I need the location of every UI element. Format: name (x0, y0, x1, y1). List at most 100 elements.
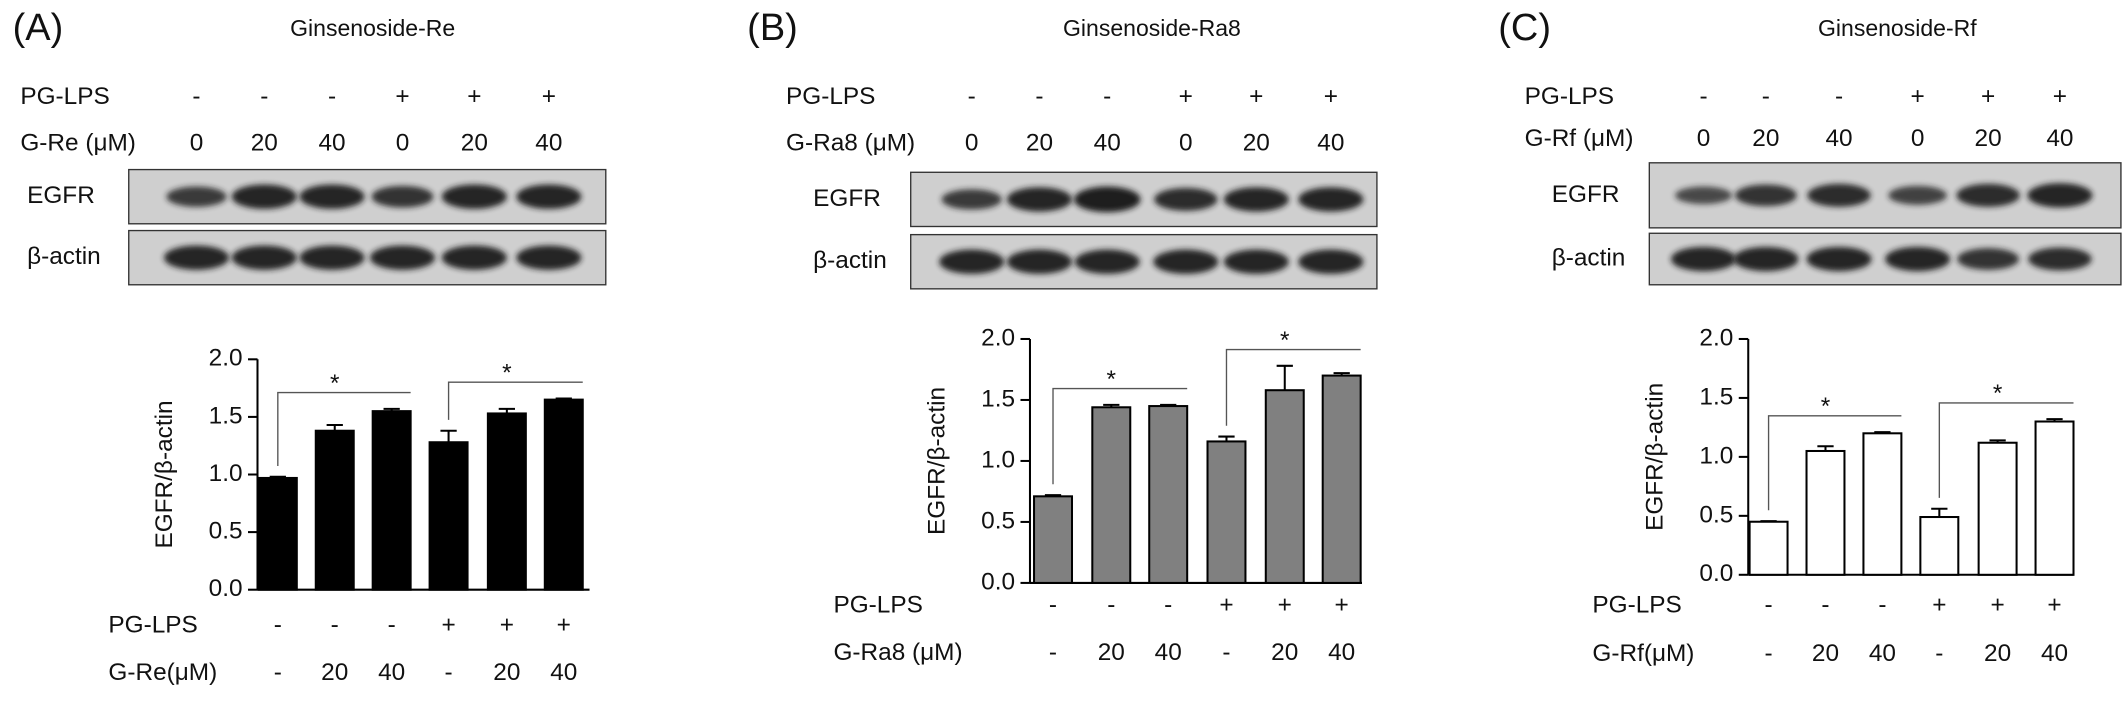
band-label: EGFR (27, 182, 95, 209)
lane-label: 20 (1243, 129, 1270, 156)
blot-band (1153, 249, 1219, 274)
blot-band (1957, 248, 2020, 270)
lane-label: 20 (1752, 125, 1779, 152)
y-tick-label: 0.5 (981, 507, 1015, 534)
lane-label: + (1981, 83, 1995, 110)
bar (1862, 432, 1903, 576)
lane-label: 40 (2046, 125, 2073, 152)
panel: (B) Ginsenoside-Ra8 PG-LPS - - - + + + G-Ra8 (μM)… (747, 7, 1378, 666)
blot-band (516, 245, 582, 270)
x-tick-label: 20 (1812, 640, 1839, 667)
blot-row-name: G-Ra8 (μM) (786, 129, 915, 156)
x-tick-label: + (500, 612, 514, 639)
bar (428, 441, 469, 591)
y-tick-label: 1.5 (209, 402, 243, 429)
x-tick-label: 40 (378, 659, 405, 686)
lane-label: - (1103, 83, 1111, 110)
blot-band (299, 184, 365, 209)
x-tick-label: + (1335, 591, 1349, 618)
panel-label: (B) (747, 7, 798, 49)
x-tick-label: - (388, 612, 396, 639)
x-tick-label: 40 (1155, 639, 1182, 666)
blot-band (516, 184, 582, 209)
blot-row-name: PG-LPS (1525, 83, 1614, 110)
bar (1805, 449, 1846, 576)
lane-label: + (542, 83, 556, 110)
blot-row-name: PG-LPS (786, 83, 875, 110)
x-row-name: G-Ra8 (μM) (833, 639, 962, 666)
blot-band (1675, 186, 1732, 205)
x-tick-label: - (1765, 640, 1773, 667)
blot-band (1888, 185, 1947, 205)
lane-label: + (1179, 83, 1193, 110)
x-tick-label: 20 (1984, 640, 2011, 667)
significance-bracket (277, 391, 411, 466)
lane-label: + (1324, 83, 1338, 110)
y-tick-label: 1.5 (1699, 383, 1733, 410)
blot-band (2028, 247, 2092, 271)
blot-band (1006, 187, 1072, 212)
blot-band (1885, 246, 1951, 272)
lane-label: 40 (1317, 129, 1344, 156)
lane-label: 40 (535, 129, 562, 156)
y-tick-label: 1.0 (1699, 442, 1733, 469)
significance-bracket (1767, 415, 1902, 511)
bar (1977, 441, 2018, 576)
bar (1748, 520, 1789, 576)
lane-label: + (395, 83, 409, 110)
blot-band (441, 245, 507, 270)
bar (1033, 495, 1074, 584)
x-tick-label: - (1222, 639, 1230, 666)
significance-bracket (1225, 348, 1361, 426)
lane-label: - (260, 83, 268, 110)
bar (257, 476, 298, 591)
band-label: β-actin (1552, 244, 1626, 271)
x-tick-label: - (274, 659, 282, 686)
x-tick-label: - (331, 612, 339, 639)
blot-band (371, 185, 434, 208)
x-tick-label: - (1935, 640, 1943, 667)
y-axis-label: EGFR/β-actin (923, 387, 950, 535)
lane-label: - (1762, 83, 1770, 110)
y-tick-label: 1.0 (209, 460, 243, 487)
bar (1264, 389, 1305, 584)
lane-label: 0 (190, 129, 204, 156)
y-tick-label: 2.0 (209, 345, 243, 372)
blot-band (163, 245, 230, 270)
x-tick-label: 40 (550, 659, 577, 686)
x-tick-label: + (557, 612, 571, 639)
bar (2034, 420, 2075, 576)
bar (1206, 440, 1247, 584)
x-tick-label: + (1990, 591, 2004, 618)
lane-label: + (1911, 83, 1925, 110)
lane-label: 20 (1975, 125, 2002, 152)
x-row-name: G-Rf(μM) (1592, 640, 1694, 667)
bar (1091, 406, 1132, 584)
significance-mark: * (1107, 366, 1117, 393)
x-tick-label: + (1219, 591, 1233, 618)
blot-band (1298, 187, 1364, 212)
lane-label: 40 (1094, 129, 1121, 156)
x-tick-label: - (1821, 591, 1829, 618)
blot-band (166, 186, 227, 207)
panel-label: (A) (13, 7, 64, 49)
blot-band (1154, 187, 1218, 211)
band-label: EGFR (813, 185, 881, 212)
panel-title: Ginsenoside-Re (290, 15, 455, 41)
blot-band (941, 189, 1002, 210)
blot-band (1670, 246, 1737, 272)
y-tick-label: 0.0 (981, 568, 1015, 595)
bar (543, 398, 584, 591)
x-tick-label: + (441, 612, 455, 639)
x-tick-label: - (1107, 591, 1115, 618)
y-tick-label: 0.5 (1699, 501, 1733, 528)
lane-label: + (2053, 83, 2067, 110)
x-tick-label: 40 (1328, 639, 1355, 666)
lane-label: - (1035, 83, 1043, 110)
significance-mark: * (330, 370, 340, 397)
blot-band (2027, 183, 2093, 208)
blot-row-name: G-Rf (μM) (1525, 125, 1634, 152)
lane-label: 40 (1825, 125, 1852, 152)
blot-band (1734, 184, 1797, 207)
blot-band (1806, 246, 1872, 272)
